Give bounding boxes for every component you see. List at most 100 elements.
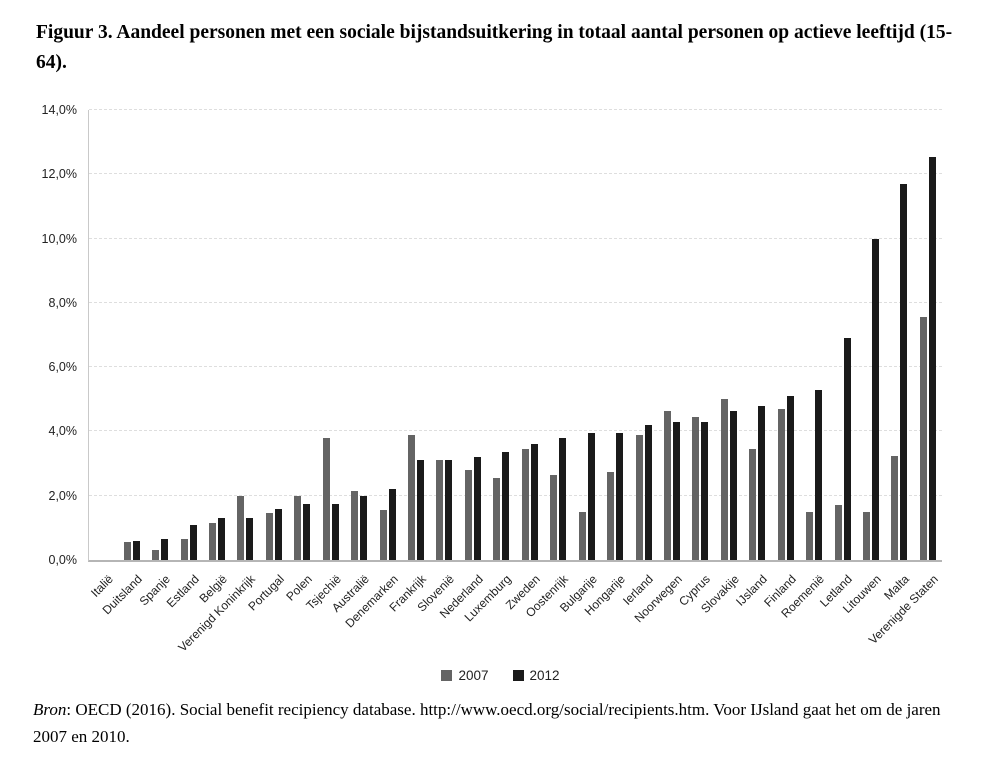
bar-2007-frankrijk: [408, 434, 416, 560]
bar-group-finland: [772, 110, 800, 560]
gridline-4pct: [89, 430, 942, 432]
bar-group-australi-: [345, 110, 373, 560]
bar-2012-belgi-: [217, 518, 225, 560]
bar-2012-oostenrijk: [559, 437, 567, 560]
bar-2012-estland: [189, 524, 197, 560]
bar-group-verenigde-staten: [914, 110, 942, 560]
bar-2007-polen: [294, 495, 302, 560]
bar-group-roemeni-: [800, 110, 828, 560]
bar-group-polen: [288, 110, 316, 560]
bar-2012-roemeni-: [815, 389, 823, 560]
bar-2007-sloveni-: [436, 460, 444, 560]
bar-group-noorwegen: [658, 110, 686, 560]
x-axis: Italië Duitsland Spanje Estland België Vereni…: [88, 564, 941, 668]
gridline-10pct: [89, 237, 942, 239]
bar-group-hongarije: [601, 110, 629, 560]
bar-2007-hongarije: [607, 471, 615, 560]
bar-group-bulgarije: [572, 110, 600, 560]
legend-swatch-2007: [441, 670, 453, 681]
bar-group-duitsland: [117, 110, 145, 560]
bar-2012-luxemburg: [502, 452, 510, 560]
bar-group-denemarken: [373, 110, 401, 560]
bar-group-tsjechi-: [317, 110, 345, 560]
gridline-2pct: [89, 494, 942, 496]
bar-2007-oostenrijk: [550, 474, 558, 560]
bar-2012-ierland: [644, 425, 652, 560]
bar-group-ierland: [629, 110, 657, 560]
bar-group-malta: [885, 110, 913, 560]
bar-2012-malta: [900, 183, 908, 560]
y-axis-tick-label: 0,0%: [48, 553, 78, 567]
source-note: Bron: OECD (2016). Social benefit recipi…: [33, 696, 978, 750]
y-axis-tick-label: 8,0%: [48, 295, 78, 310]
bar-group-itali-: [89, 110, 117, 560]
bar-2007-litouwen: [863, 511, 871, 560]
bar-2007-ijsland: [749, 449, 757, 560]
bar-2012-ijsland: [758, 405, 766, 560]
source-text: : OECD (2016). Social benefit recipiency…: [33, 700, 941, 747]
y-axis-tick-label: 14,0%: [41, 103, 77, 117]
legend-item-2007: 2007: [441, 668, 489, 683]
bar-2007-nederland: [464, 470, 472, 560]
bar-group-oostenrijk: [544, 110, 572, 560]
legend: 2007 2012: [0, 668, 1001, 683]
bar-group-verenigd-koninkrijk: [231, 110, 259, 560]
y-axis-tick-label: 6,0%: [48, 360, 78, 375]
bar-2012-cyprus: [701, 421, 709, 560]
bar-2012-finland: [786, 396, 794, 560]
bar-2007-slovakije: [720, 399, 728, 560]
legend-swatch-2012: [512, 670, 524, 681]
legend-label-2012: 2012: [529, 668, 560, 683]
bar-group-litouwen: [857, 110, 885, 560]
bar-2007-australi-: [351, 490, 359, 560]
y-axis-tick-label: 4,0%: [48, 424, 78, 439]
figure-title: Figuur 3. Aandeel personen met een socia…: [36, 22, 953, 74]
bar-2007-malta: [891, 455, 899, 560]
bar-2012-verenigde-staten: [928, 156, 936, 560]
bar-2012-hongarije: [616, 433, 624, 560]
bar-2012-letland: [843, 338, 851, 560]
source-label: Bron: [33, 700, 67, 719]
bar-2007-verenigde-staten: [919, 317, 927, 560]
bar-group-spanje: [146, 110, 174, 560]
bar-2012-bulgarije: [587, 433, 595, 560]
bar-group-luxemburg: [487, 110, 515, 560]
bar-2012-polen: [303, 503, 311, 560]
bar-group-zweden: [516, 110, 544, 560]
bar-2007-spanje: [152, 550, 160, 560]
bar-2007-tsjechi-: [322, 437, 330, 560]
bar-group-portugal: [260, 110, 288, 560]
bar-group-belgi-: [203, 110, 231, 560]
bar-2007-portugal: [265, 513, 273, 560]
bar-2012-denemarken: [388, 489, 396, 560]
bar-group-slovakije: [715, 110, 743, 560]
bar-2012-sloveni-: [445, 460, 453, 560]
bar-group-sloveni-: [430, 110, 458, 560]
bar-2012-australi-: [360, 495, 368, 560]
y-axis: 0,0% 2,0% 4,0% 6,0% 8,0% 10,0% 12,0% 14,0%: [0, 103, 84, 567]
bar-2007-verenigd-koninkrijk: [237, 495, 245, 560]
gridline-6pct: [89, 366, 942, 368]
legend-item-2012: 2012: [512, 668, 560, 683]
bar-2012-nederland: [473, 457, 481, 560]
bar-2007-belgi-: [208, 523, 216, 560]
bar-2007-cyprus: [692, 417, 700, 560]
bar-2012-zweden: [530, 444, 538, 560]
bar-2012-portugal: [274, 508, 282, 560]
legend-label-2007: 2007: [458, 668, 489, 683]
bar-2007-roemeni-: [806, 511, 814, 560]
y-axis-tick-label: 12,0%: [41, 167, 77, 182]
bar-2007-bulgarije: [578, 511, 586, 560]
bar-group-frankrijk: [402, 110, 430, 560]
plot-area: [88, 109, 942, 562]
bar-group-letland: [828, 110, 856, 560]
bar-2007-zweden: [521, 449, 529, 560]
bar-2007-estland: [180, 539, 188, 560]
bar-2012-slovakije: [729, 410, 737, 560]
gridline-12pct: [89, 173, 942, 175]
bar-2012-litouwen: [872, 238, 880, 560]
y-axis-tick-label: 2,0%: [48, 488, 78, 503]
bar-2012-spanje: [161, 539, 169, 560]
bar-2007-duitsland: [123, 542, 131, 560]
